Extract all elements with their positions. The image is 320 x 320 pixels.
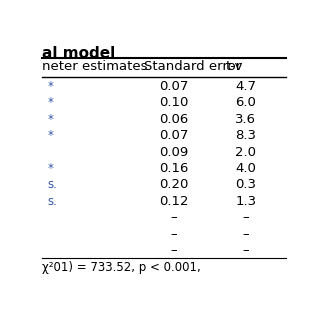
Text: –: – [171,244,177,257]
Text: 0.10: 0.10 [159,96,188,109]
Text: 2.0: 2.0 [235,146,256,158]
Text: 8.3: 8.3 [235,129,256,142]
Text: al model: al model [43,46,116,61]
Text: s.: s. [47,195,57,208]
Text: *: * [47,80,53,93]
Text: 0.07: 0.07 [159,80,188,93]
Text: χ²01) = 733.52, p < 0.001,: χ²01) = 733.52, p < 0.001, [43,261,201,274]
Text: –: – [171,228,177,241]
Text: –: – [171,211,177,224]
Text: 0.3: 0.3 [235,179,256,191]
Text: 0.20: 0.20 [159,179,188,191]
Text: Standard error: Standard error [144,60,241,73]
Text: t-v: t-v [226,60,244,73]
Text: 0.09: 0.09 [159,146,188,158]
Text: 0.12: 0.12 [159,195,189,208]
Text: 6.0: 6.0 [236,96,256,109]
Text: *: * [47,113,53,126]
Text: *: * [47,162,53,175]
Text: s.: s. [47,179,57,191]
Text: 4.7: 4.7 [235,80,256,93]
Text: 0.16: 0.16 [159,162,188,175]
Text: *: * [47,129,53,142]
Text: –: – [243,228,249,241]
Text: *: * [47,96,53,109]
Text: –: – [243,211,249,224]
Text: 3.6: 3.6 [235,113,256,126]
Text: 0.07: 0.07 [159,129,188,142]
Text: neter estimates: neter estimates [43,60,148,73]
Text: 0.06: 0.06 [159,113,188,126]
Text: 4.0: 4.0 [236,162,256,175]
Text: 1.3: 1.3 [235,195,256,208]
Text: –: – [243,244,249,257]
